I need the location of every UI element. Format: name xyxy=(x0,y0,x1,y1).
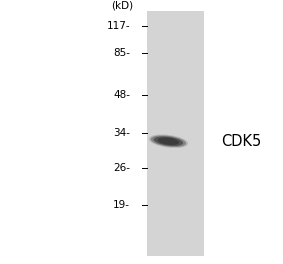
Text: CDK5: CDK5 xyxy=(221,134,261,149)
Text: 26-: 26- xyxy=(113,163,130,173)
Text: 85-: 85- xyxy=(113,48,130,58)
Text: (kD): (kD) xyxy=(111,1,133,11)
Ellipse shape xyxy=(151,135,186,147)
Bar xyxy=(147,11,204,256)
Ellipse shape xyxy=(154,136,183,146)
Text: 34-: 34- xyxy=(113,128,130,138)
Text: 117-: 117- xyxy=(107,21,130,31)
Text: 48-: 48- xyxy=(113,90,130,100)
Text: 19-: 19- xyxy=(113,200,130,210)
Ellipse shape xyxy=(158,138,179,145)
Ellipse shape xyxy=(149,134,188,148)
